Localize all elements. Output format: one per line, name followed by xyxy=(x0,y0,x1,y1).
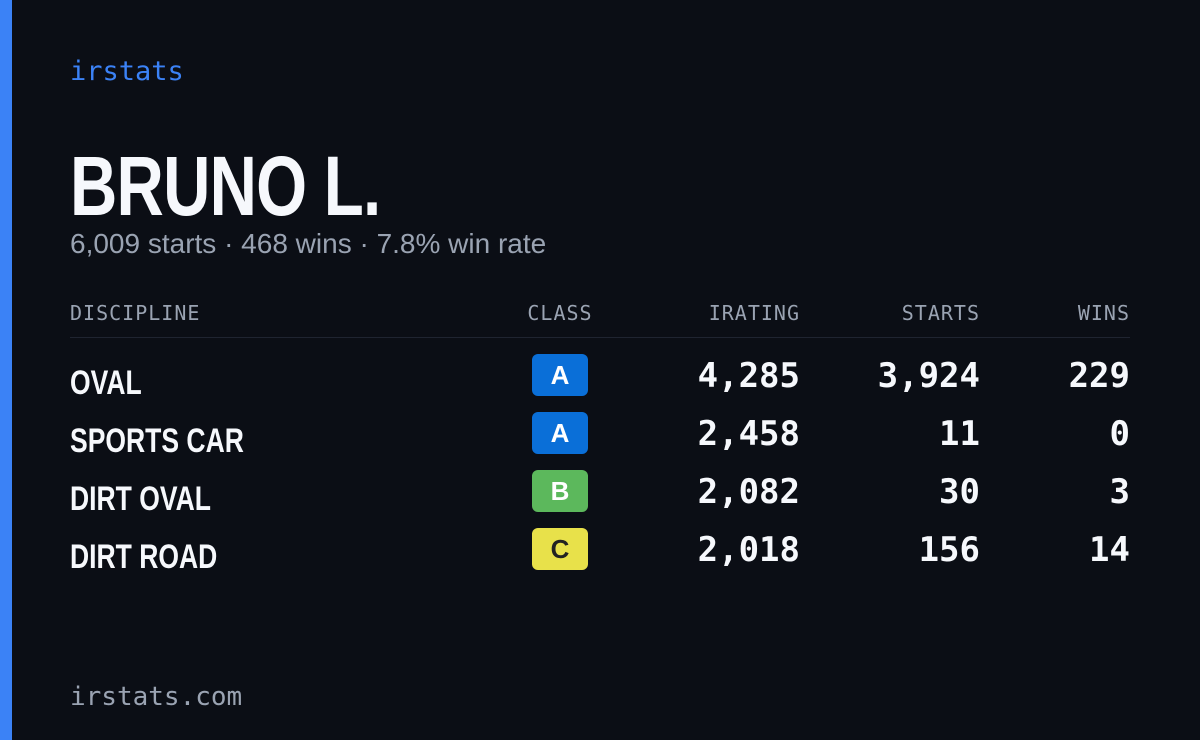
header-rule xyxy=(70,337,1130,338)
stat-value: 0 xyxy=(1109,414,1130,454)
summary: 6,009 starts · 468 wins · 7.8% win rate xyxy=(70,228,547,259)
column-header: STARTS xyxy=(901,301,980,325)
class-badge: C xyxy=(532,528,588,570)
stat-value: 3,924 xyxy=(877,356,980,396)
class-badge: B xyxy=(532,470,588,512)
player-name: BRUNO L. xyxy=(70,139,381,233)
brand: irstats xyxy=(70,56,184,87)
stat-value: 2,458 xyxy=(697,414,800,454)
discipline: OVAL xyxy=(70,364,142,402)
column-header: DISCIPLINE xyxy=(70,301,201,325)
discipline: DIRT OVAL xyxy=(70,480,211,518)
column-header: IRATING xyxy=(708,301,800,325)
accent-bar xyxy=(0,0,12,740)
footer: irstats.com xyxy=(70,682,243,712)
discipline: DIRT ROAD xyxy=(70,538,218,576)
stat-value: 2,082 xyxy=(697,472,800,512)
class-badge: A xyxy=(532,354,588,396)
class-badge: A xyxy=(532,412,588,454)
stat-value: 156 xyxy=(918,530,980,570)
stat-value: 4,285 xyxy=(697,356,800,396)
column-header: CLASS xyxy=(527,301,593,325)
stat-value: 229 xyxy=(1068,356,1130,396)
stat-value: 30 xyxy=(939,472,980,512)
column-header: WINS xyxy=(1077,301,1130,325)
discipline: SPORTS CAR xyxy=(70,422,244,460)
stat-value: 14 xyxy=(1089,530,1130,570)
stat-value: 2,018 xyxy=(697,530,800,570)
stat-value: 11 xyxy=(939,414,980,454)
stat-value: 3 xyxy=(1109,472,1130,512)
